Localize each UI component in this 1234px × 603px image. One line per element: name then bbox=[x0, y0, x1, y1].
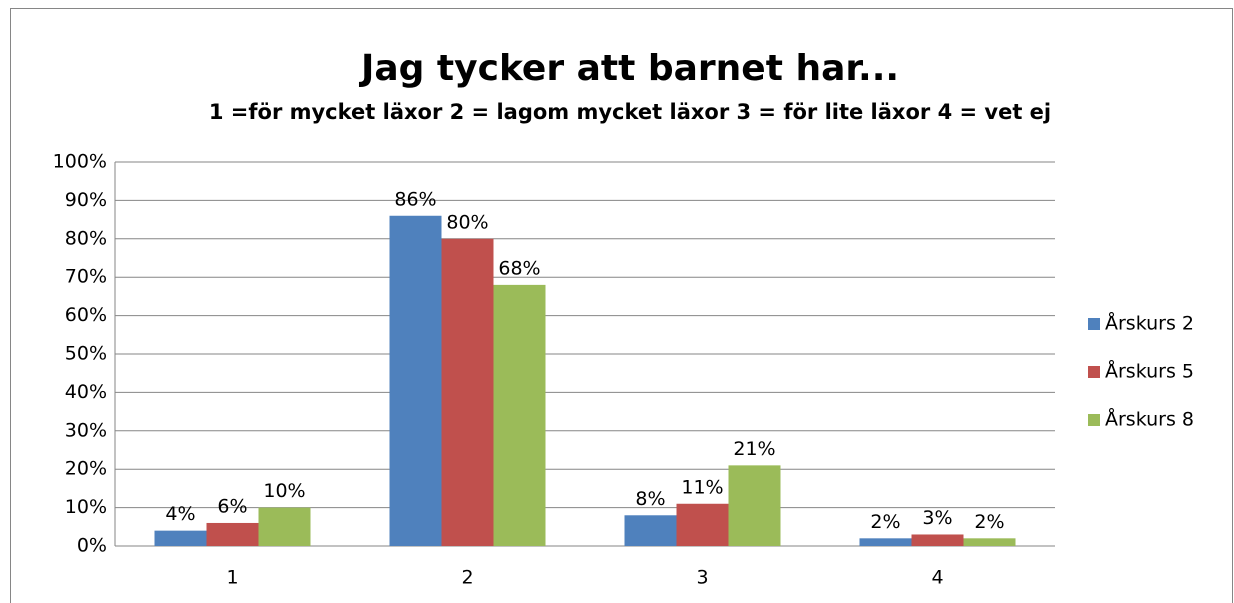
bar bbox=[441, 238, 494, 547]
bar bbox=[258, 507, 311, 546]
x-tick-label: 2 bbox=[461, 567, 473, 589]
y-tick-label: 30% bbox=[65, 419, 107, 441]
y-tick-label: 70% bbox=[65, 266, 107, 288]
bar bbox=[911, 534, 964, 546]
bar bbox=[963, 538, 1016, 546]
value-label: 68% bbox=[498, 257, 540, 279]
value-label: 86% bbox=[394, 188, 436, 210]
value-label: 21% bbox=[733, 438, 775, 460]
legend-label: Årskurs 2 bbox=[1105, 312, 1194, 335]
bar bbox=[859, 538, 912, 546]
value-label: 3% bbox=[922, 507, 952, 529]
bar bbox=[728, 465, 781, 546]
bar bbox=[389, 215, 442, 546]
bar bbox=[154, 530, 207, 546]
bar bbox=[624, 515, 677, 546]
y-tick-label: 40% bbox=[65, 381, 107, 403]
value-label: 6% bbox=[217, 495, 247, 517]
x-tick-label: 1 bbox=[226, 567, 238, 589]
bar bbox=[206, 522, 259, 546]
legend-label: Årskurs 8 bbox=[1105, 408, 1194, 431]
value-label: 10% bbox=[263, 480, 305, 502]
chart-title: Jag tycker att barnet har... bbox=[358, 48, 899, 89]
y-tick-label: 10% bbox=[65, 496, 107, 518]
value-label: 2% bbox=[870, 511, 900, 533]
value-label: 2% bbox=[974, 511, 1004, 533]
y-tick-label: 90% bbox=[65, 189, 107, 211]
bar bbox=[493, 284, 546, 546]
x-tick-label: 3 bbox=[696, 567, 708, 589]
legend-swatch bbox=[1088, 414, 1100, 426]
value-label: 8% bbox=[635, 488, 665, 510]
y-tick-label: 60% bbox=[65, 304, 107, 326]
y-tick-label: 50% bbox=[65, 343, 107, 365]
legend-label: Årskurs 5 bbox=[1105, 360, 1194, 383]
y-tick-label: 0% bbox=[77, 535, 107, 557]
legend-swatch bbox=[1088, 366, 1100, 378]
chart-subtitle: 1 =för mycket läxor 2 = lagom mycket läx… bbox=[209, 100, 1051, 124]
legend-swatch bbox=[1088, 318, 1100, 330]
chart-frame bbox=[10, 8, 1233, 603]
value-label: 80% bbox=[446, 211, 488, 233]
value-label: 4% bbox=[165, 503, 195, 525]
y-tick-label: 100% bbox=[53, 151, 107, 173]
value-label: 11% bbox=[681, 476, 723, 498]
y-tick-label: 20% bbox=[65, 458, 107, 480]
x-tick-label: 4 bbox=[931, 567, 943, 589]
y-tick-label: 80% bbox=[65, 227, 107, 249]
bar bbox=[676, 503, 729, 546]
